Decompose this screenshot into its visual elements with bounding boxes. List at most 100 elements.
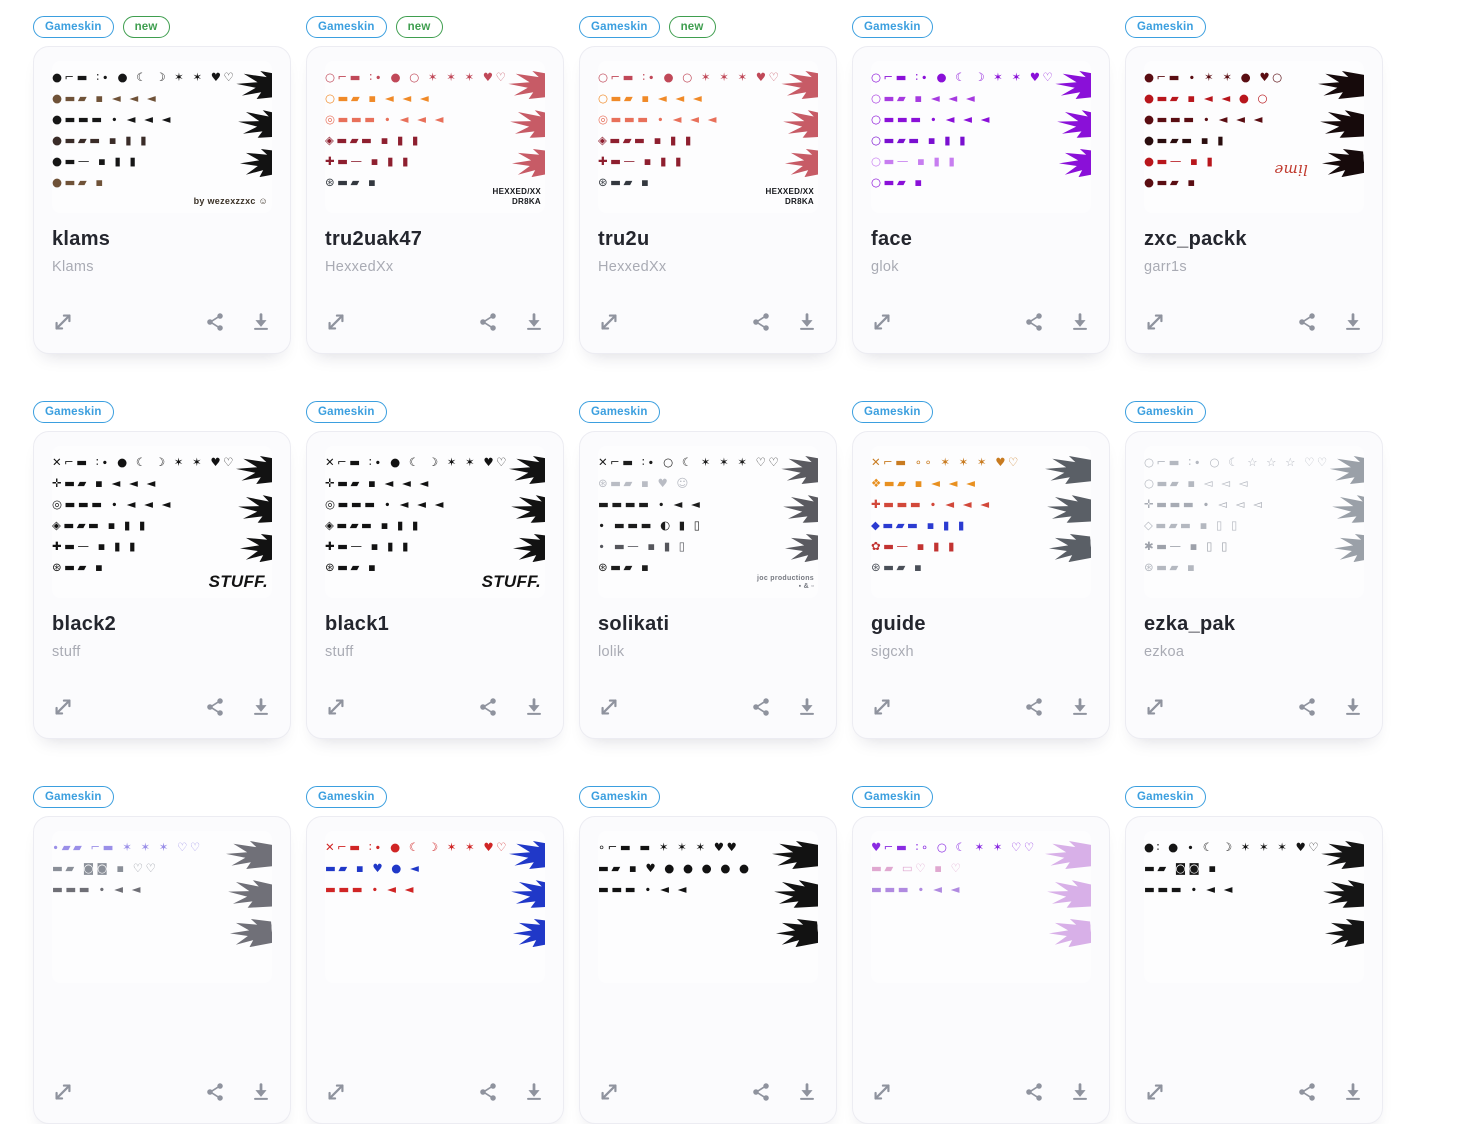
download-button[interactable]	[796, 696, 818, 718]
download-button[interactable]	[796, 311, 818, 333]
download-button[interactable]	[1342, 1081, 1364, 1103]
skin-preview-image[interactable]: ∙▰▰ ⌐▬ ✶ ✶ ✶ ♡♡ ▬▰ ◙◙ ▪ ♡♡ ▬▬▬ ∙ ◄ ◄	[52, 831, 272, 983]
download-icon	[800, 698, 814, 715]
expand-button[interactable]	[871, 696, 893, 718]
gameskin-badge[interactable]: Gameskin	[33, 16, 114, 38]
gameskin-badge[interactable]: Gameskin	[306, 16, 387, 38]
gameskin-badge[interactable]: Gameskin	[852, 786, 933, 808]
download-button[interactable]	[523, 1081, 545, 1103]
download-button[interactable]	[1069, 1081, 1091, 1103]
expand-button[interactable]	[52, 311, 74, 333]
skin-preview-image[interactable]: ●⌐▬ ∶∙ ● ☾ ☽ ✶ ✶ ♥♡ ●▬▰ ▪ ◄ ◄ ◄ ●▬▬▬ ∙ ◄ ◄…	[52, 61, 272, 213]
share-button[interactable]	[204, 696, 226, 718]
download-button[interactable]	[250, 696, 272, 718]
skin-preview-image[interactable]: ○⌐▬ ∶∙ ● ○ ✶ ✶ ✶ ♥♡ ○▬▰ ▪ ◄ ◄ ◄ ◎▬▬▬ ∙ ◄ ◄…	[598, 61, 818, 213]
skin-preview-image[interactable]: ○⌐▬ ∶∙ ○ ☾ ☆ ☆ ☆ ♡♡ ○▬▰ ▪ ◅ ◅ ◅ ✛▬▬▬ ∙ ◅ ◅…	[1144, 446, 1364, 598]
download-button[interactable]	[250, 311, 272, 333]
download-button[interactable]	[250, 1081, 272, 1103]
sprite-row: ◈▬▰▬ ▪ ▮ ▮	[325, 133, 421, 147]
share-icon	[1299, 698, 1315, 716]
skin-preview-image[interactable]: ○⌐▬ ∶∙ ● ○ ✶ ✶ ✶ ♥♡ ○▬▰ ▪ ◄ ◄ ◄ ◎▬▬▬ ∙ ◄ ◄…	[325, 61, 545, 213]
gameskin-badge[interactable]: Gameskin	[579, 401, 660, 423]
gameskin-badge[interactable]: Gameskin	[579, 16, 660, 38]
card-subtitle: stuff	[325, 644, 354, 660]
share-button[interactable]	[477, 696, 499, 718]
card-title: klams	[52, 228, 111, 250]
share-button[interactable]	[1296, 1081, 1318, 1103]
wing-sprite-icon	[239, 533, 272, 564]
sprite-row: ▬▬▬ ∙ ◄ ◄	[871, 882, 962, 896]
download-button[interactable]	[1342, 696, 1364, 718]
gameskin-badge[interactable]: Gameskin	[1125, 786, 1206, 808]
expand-button[interactable]	[325, 311, 347, 333]
wing-sprite-icon	[512, 918, 545, 949]
wing-sprite-icon	[508, 71, 545, 99]
share-button[interactable]	[750, 1081, 772, 1103]
download-button[interactable]	[523, 696, 545, 718]
expand-button[interactable]	[1144, 1081, 1166, 1103]
gameskin-badge[interactable]: Gameskin	[33, 401, 114, 423]
wing-sprite-icon	[235, 456, 272, 484]
skin-preview-image[interactable]: ∘⌐▬ ▬ ✶ ✶ ✶ ♥♥ ▬▰ ▪ ♥ ● ● ● ● ● ▬▬▬ ∙ ◄ ◄	[598, 831, 818, 983]
share-icon	[1299, 313, 1315, 331]
expand-button[interactable]	[1144, 696, 1166, 718]
share-button[interactable]	[477, 311, 499, 333]
share-button[interactable]	[204, 1081, 226, 1103]
gameskin-badge[interactable]: Gameskin	[306, 401, 387, 423]
gameskin-badge[interactable]: Gameskin	[852, 16, 933, 38]
expand-button[interactable]	[52, 1081, 74, 1103]
sprite-row: ⊛▬▰ ▪	[52, 560, 106, 574]
skin-preview-image[interactable]: ●∶ ● ∙ ☾ ☽ ✶ ✶ ✶ ♥♡ ▬▰ ◙◙ ▪ ▬▬▬ ∙ ◄ ◄	[1144, 831, 1364, 983]
share-button[interactable]	[1023, 1081, 1045, 1103]
download-button[interactable]	[796, 1081, 818, 1103]
skin-preview-image[interactable]: ♥⌐▬ ∶∘ ○ ☾ ✶ ✶ ♡♡ ▬▰ ▭♡ ▪ ♡ ▬▬▬ ∙ ◄ ◄	[871, 831, 1091, 983]
gameskin-badge[interactable]: Gameskin	[33, 786, 114, 808]
wing-sprite-icon	[1048, 918, 1091, 949]
card-actions	[871, 1081, 1091, 1103]
download-button[interactable]	[1069, 696, 1091, 718]
gameskin-badge[interactable]: Gameskin	[306, 786, 387, 808]
download-button[interactable]	[1342, 311, 1364, 333]
share-button[interactable]	[1296, 696, 1318, 718]
share-button[interactable]	[750, 311, 772, 333]
expand-button[interactable]	[325, 696, 347, 718]
expand-button[interactable]	[598, 1081, 620, 1103]
sprite-sheet: ∙▰▰ ⌐▬ ✶ ✶ ✶ ♡♡ ▬▰ ◙◙ ▪ ♡♡ ▬▬▬ ∙ ◄ ◄	[52, 831, 203, 983]
share-icon	[207, 313, 223, 331]
card-actions	[1144, 696, 1364, 718]
card-actions	[325, 696, 545, 718]
sprite-row: ∘⌐▬ ▬ ✶ ✶ ✶ ♥♥	[598, 840, 740, 854]
skin-preview-image[interactable]: ✕⌐▬ ∶∙ ● ☾ ☽ ✶ ✶ ♥♡ ▬▰ ▪ ♥ ● ◄ ▬▬▬ ∙ ◄ ◄	[325, 831, 545, 983]
share-button[interactable]	[1023, 696, 1045, 718]
gameskin-badge[interactable]: Gameskin	[852, 401, 933, 423]
expand-button[interactable]	[52, 696, 74, 718]
gameskin-badge[interactable]: Gameskin	[579, 786, 660, 808]
sprite-sheet: ✕⌐▬ ∶∙ ● ☾ ☽ ✶ ✶ ♥♡ ✛▬▰ ▪ ◄ ◄ ◄ ◎▬▬▬ ∙ ◄ ◄…	[325, 446, 509, 598]
share-button[interactable]	[1023, 311, 1045, 333]
skin-preview-image[interactable]: ○⌐▬ ∶∙ ● ☾ ☽ ✶ ✶ ♥♡ ○▬▰ ▪ ◄ ◄ ◄ ○▬▬▬ ∙ ◄ ◄…	[871, 61, 1091, 213]
skin-preview-image[interactable]: ✕⌐▬ ∶∙ ○ ☾ ✶ ✶ ✶ ♡♡ ⊛▬▰ ▪ ♥ ☺ ▬▬▬▬ ∙ ◄ ◄ ∙ …	[598, 446, 818, 598]
expand-button[interactable]	[598, 696, 620, 718]
skin-preview-image[interactable]: ✕⌐▬ ∘∘ ✶ ✶ ✶ ♥♡ ❖▬▰ ▪ ◄ ◄ ◄ ✚▬▬▬ ∙ ◄ ◄ ◄ ◆▬…	[871, 446, 1091, 598]
skin-preview-image[interactable]: ●⌐▬ ∙ ✶ ✶ ● ♥○ ●▬▰ ▪ ◄ ◄ ● ○ ●▬▬▬ ∙ ◄ ◄ ◄ ●…	[1144, 61, 1364, 213]
sprite-row: ✱▬— ▪ ▯ ▯	[1144, 539, 1230, 553]
expand-button[interactable]	[325, 1081, 347, 1103]
share-button[interactable]	[1296, 311, 1318, 333]
download-button[interactable]	[523, 311, 545, 333]
expand-button[interactable]	[871, 1081, 893, 1103]
expand-button[interactable]	[598, 311, 620, 333]
wing-sprite-icon	[781, 456, 818, 484]
expand-button[interactable]	[871, 311, 893, 333]
expand-button[interactable]	[1144, 311, 1166, 333]
gameskin-badge[interactable]: Gameskin	[1125, 16, 1206, 38]
share-button[interactable]	[204, 311, 226, 333]
sprite-row: ○▬▰ ▪ ◄ ◄ ◄	[871, 91, 978, 105]
gameskin-badge[interactable]: Gameskin	[1125, 401, 1206, 423]
share-button[interactable]	[477, 1081, 499, 1103]
skin-preview-image[interactable]: ✕⌐▬ ∶∙ ● ☾ ☽ ✶ ✶ ♥♡ ✛▬▰ ▪ ◄ ◄ ◄ ◎▬▬▬ ∙ ◄ ◄…	[325, 446, 545, 598]
sprite-sheet: ♥⌐▬ ∶∘ ○ ☾ ✶ ✶ ♡♡ ▬▰ ▭♡ ▪ ♡ ▬▬▬ ∙ ◄ ◄	[871, 831, 1037, 983]
skin-preview-image[interactable]: ✕⌐▬ ∶∙ ● ☾ ☽ ✶ ✶ ♥♡ ✛▬▰ ▪ ◄ ◄ ◄ ◎▬▬▬ ∙ ◄ ◄…	[52, 446, 272, 598]
download-button[interactable]	[1069, 311, 1091, 333]
share-button[interactable]	[750, 696, 772, 718]
skin-card: ∙▰▰ ⌐▬ ✶ ✶ ✶ ♡♡ ▬▰ ◙◙ ▪ ♡♡ ▬▬▬ ∙ ◄ ◄	[33, 816, 291, 1124]
